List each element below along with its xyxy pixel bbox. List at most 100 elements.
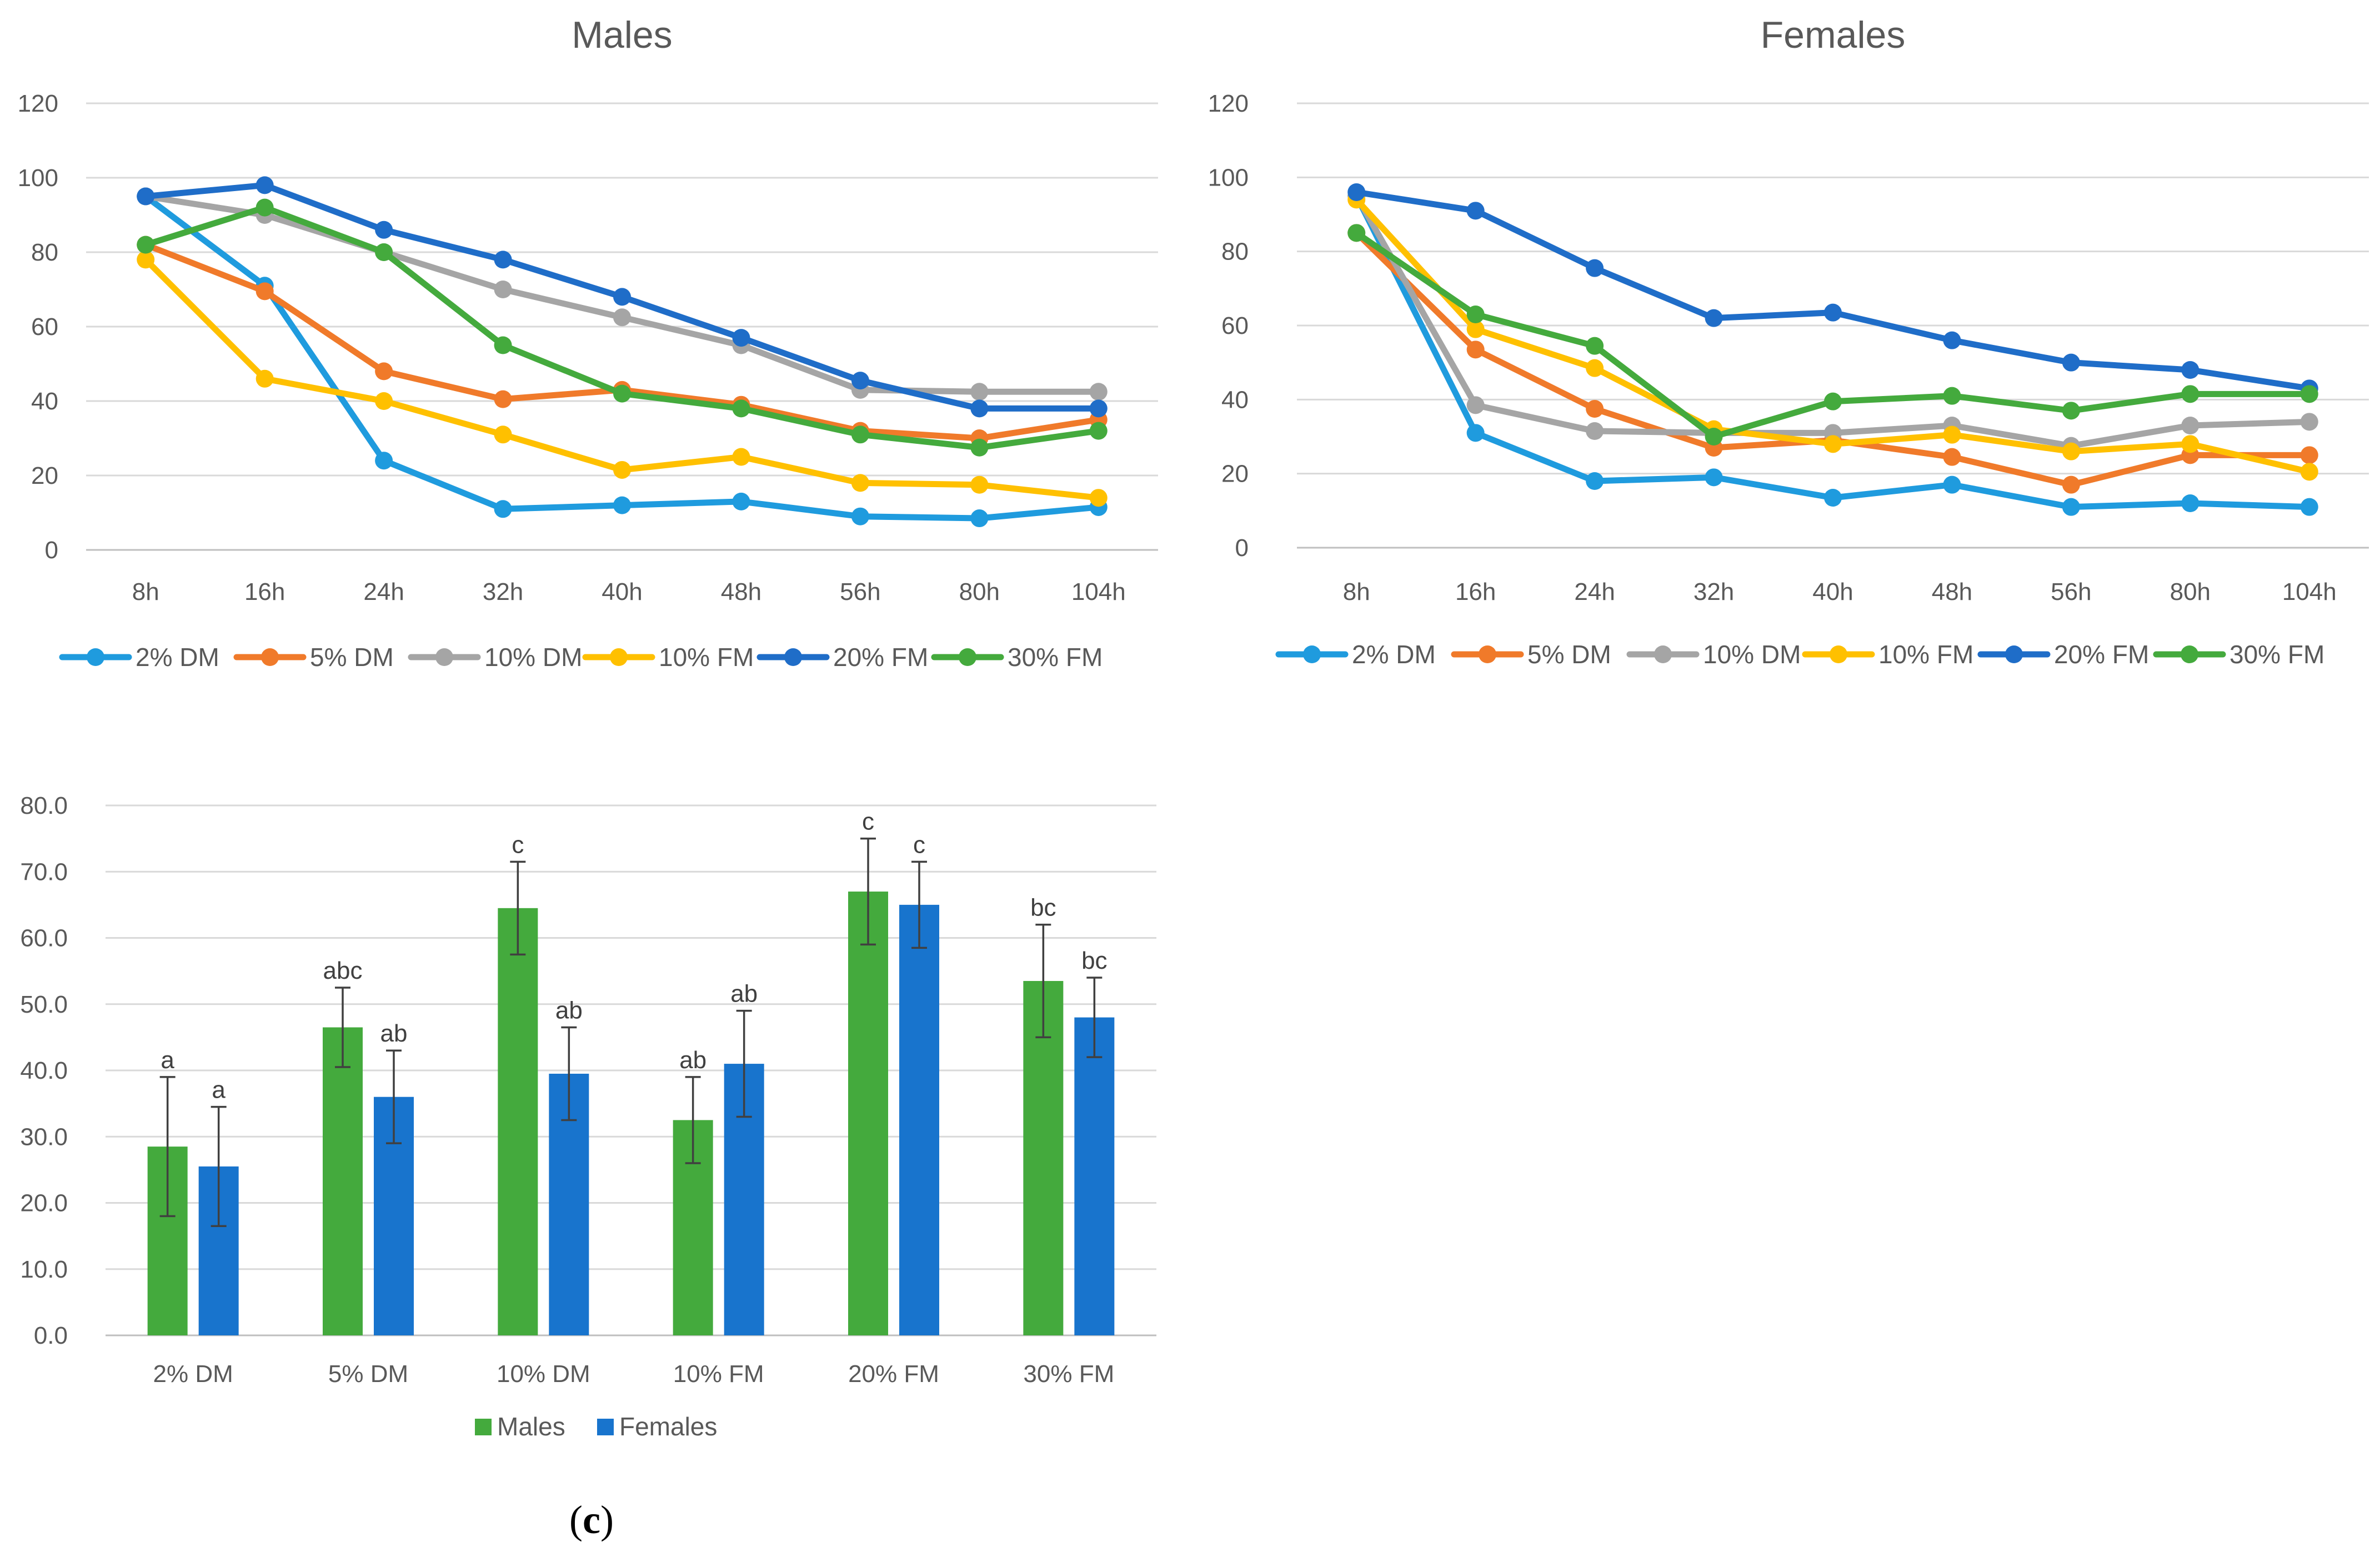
y-tick-label: 120 xyxy=(18,90,58,117)
data-point xyxy=(851,507,869,525)
chart-title: Males xyxy=(572,14,672,56)
x-tick-label: 56h xyxy=(2051,578,2091,605)
data-point xyxy=(1824,392,1842,410)
data-point xyxy=(732,492,750,510)
data-point xyxy=(970,399,989,418)
data-point xyxy=(2181,494,2199,512)
data-point xyxy=(1586,337,1604,355)
series-line xyxy=(142,242,1102,442)
data-point xyxy=(732,329,750,347)
legend-swatch-marker xyxy=(2181,645,2198,663)
data-point xyxy=(1466,306,1485,323)
significance-label: c xyxy=(913,831,925,858)
y-tick-label: 80 xyxy=(31,239,58,266)
data-point xyxy=(2181,417,2199,434)
x-tick-label: 104h xyxy=(1071,578,1126,605)
data-point xyxy=(1943,475,1961,494)
significance-label: ab xyxy=(380,1020,408,1047)
data-point xyxy=(613,288,631,306)
data-point xyxy=(613,496,631,514)
legend-swatch-marker xyxy=(959,648,976,666)
chart-a-svg: Males 0 20 40 60 80 100 120 8h 16h 24h 32h 40h 48h 56h… xyxy=(18,14,1158,672)
significance-label: bc xyxy=(1030,894,1056,922)
y-tick-label: 40 xyxy=(31,388,58,415)
data-point xyxy=(1586,400,1604,418)
panel-c-bar-chart: 0.0 10.0 20.0 30.0 40.0 50.0 60.0 70.0 80.0 2% DM… xyxy=(0,739,1189,1557)
data-point xyxy=(494,281,512,298)
caption-close: ) xyxy=(600,1498,614,1542)
bar xyxy=(1074,1017,1115,1335)
data-point xyxy=(1089,383,1108,401)
data-point xyxy=(255,176,274,194)
legend-label: 2% DM xyxy=(136,643,219,672)
y-tick-label: 30.0 xyxy=(20,1123,68,1150)
data-point xyxy=(851,425,869,444)
data-point xyxy=(137,236,155,254)
legend-label: 5% DM xyxy=(310,643,394,672)
x-tick-label: 10% FM xyxy=(673,1360,764,1388)
legend-label: 10% DM xyxy=(1703,640,1801,669)
bar xyxy=(1023,981,1064,1335)
x-tick-label: 24h xyxy=(363,578,404,605)
data-point xyxy=(1466,320,1485,338)
data-point xyxy=(1466,396,1485,414)
data-point xyxy=(255,198,274,217)
data-point xyxy=(613,308,631,327)
y-tick-label: 0 xyxy=(1235,534,1249,562)
data-point xyxy=(375,392,393,410)
data-point xyxy=(1824,489,1842,507)
x-tick-label: 5% DM xyxy=(328,1360,408,1388)
legend-swatch xyxy=(475,1419,492,1435)
significance-label: c xyxy=(862,808,874,835)
y-tick-label: 40 xyxy=(1221,386,1249,413)
y-tick-label: 60 xyxy=(31,313,58,341)
y-tick-label: 20 xyxy=(31,462,58,489)
data-point xyxy=(1089,489,1108,507)
y-tick-label: 20.0 xyxy=(20,1190,68,1217)
legend-swatch xyxy=(597,1419,614,1435)
y-tick-label: 40.0 xyxy=(20,1057,68,1084)
data-point xyxy=(1347,183,1366,201)
significance-label: ab xyxy=(730,980,758,1008)
x-tick-label: 8h xyxy=(132,578,159,605)
x-tick-label: 56h xyxy=(840,578,880,605)
x-tick-label: 48h xyxy=(721,578,761,605)
significance-label: ab xyxy=(679,1047,707,1074)
data-point xyxy=(970,383,989,401)
panel-a-males-line-chart: Males 0 20 40 60 80 100 120 8h 16h 24h 32h 40h 48h 56h… xyxy=(0,0,1189,694)
data-point xyxy=(1943,331,1961,349)
data-point xyxy=(970,475,989,494)
y-tick-label: 70.0 xyxy=(20,858,68,885)
data-point xyxy=(1089,422,1108,440)
legend-swatch-marker xyxy=(435,648,453,666)
x-tick-label: 80h xyxy=(2170,578,2211,605)
data-point xyxy=(851,474,869,492)
data-point xyxy=(1943,387,1961,405)
data-point xyxy=(1705,428,1723,445)
legend-swatch-marker xyxy=(2005,645,2023,663)
legend-label: 2% DM xyxy=(1352,640,1436,669)
data-point xyxy=(375,243,393,261)
x-tick-label: 24h xyxy=(1574,578,1615,605)
legend-swatch-marker xyxy=(87,648,104,666)
y-tick-label: 0 xyxy=(45,537,58,564)
data-point xyxy=(2062,475,2080,494)
data-point xyxy=(1705,309,1723,327)
legend-swatch-marker xyxy=(784,648,802,666)
data-point xyxy=(732,399,750,418)
legend-swatch-marker xyxy=(1303,645,1321,663)
y-tick-label: 120 xyxy=(1208,90,1249,117)
x-tick-label: 10% DM xyxy=(497,1360,590,1388)
x-tick-label: 32h xyxy=(1693,578,1734,605)
data-point xyxy=(2300,385,2318,403)
legend-label: Males xyxy=(497,1412,565,1441)
y-tick-label: 100 xyxy=(1208,164,1249,191)
data-point xyxy=(1824,303,1842,322)
caption-letter: c xyxy=(583,1498,600,1542)
y-tick-label: 80 xyxy=(1221,238,1249,266)
data-point xyxy=(375,221,393,239)
data-point xyxy=(494,336,512,354)
data-point xyxy=(255,282,274,301)
x-tick-label: 20% FM xyxy=(848,1360,939,1388)
data-point xyxy=(1347,224,1366,242)
